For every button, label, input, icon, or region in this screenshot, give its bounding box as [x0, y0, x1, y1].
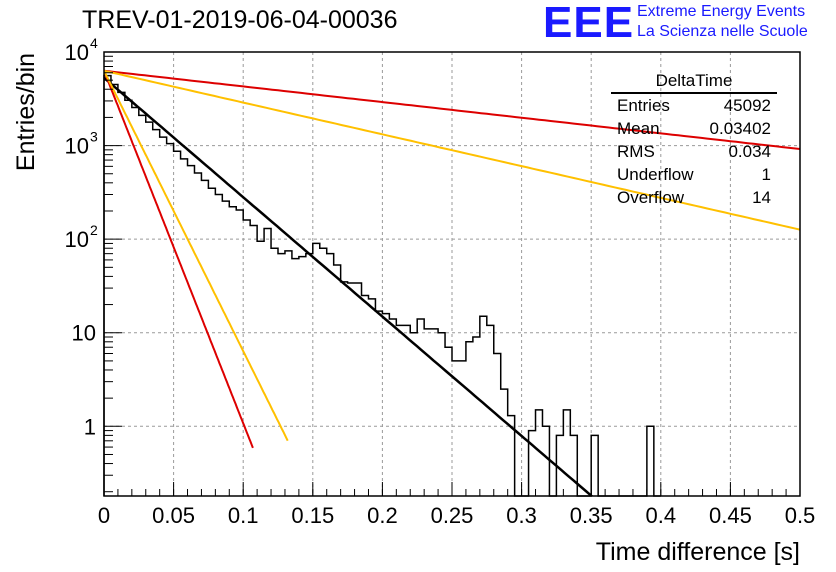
- stats-row-rms: RMS 0.034: [611, 140, 777, 163]
- stats-label: Mean: [617, 119, 660, 138]
- x-axis-label: Time difference [s]: [596, 538, 800, 566]
- x-tick-label: 0: [98, 503, 110, 528]
- fit-curve: [104, 70, 254, 449]
- chart-title: TREV-01-2019-06-04-00036: [82, 6, 398, 34]
- x-tick-label: 0.1: [228, 503, 259, 528]
- fit-curves: [104, 69, 800, 496]
- stats-title: DeltaTime: [611, 70, 777, 94]
- fit-curve: [104, 70, 289, 442]
- x-tick-labels: 0 0.05 0.1 0.15 0.2 0.25 0.3 0.35 0.4 0.45 0.5: [98, 503, 815, 528]
- y-tick-exponent: 2: [90, 222, 98, 238]
- eee-logo: EEE: [543, 0, 635, 47]
- fit-curve: [104, 69, 800, 150]
- stats-box: DeltaTime Entries 45092 Mean 0.03402 RMS…: [611, 70, 777, 209]
- stats-value: 0.03402: [709, 119, 771, 138]
- stats-value: 0.034: [728, 142, 771, 161]
- stats-row-entries: Entries 45092: [611, 94, 777, 117]
- y-tick-label: 10: [65, 227, 89, 252]
- y-tick-label: 10: [72, 321, 96, 346]
- fit-curve: [104, 76, 594, 496]
- x-tick-label: 0.25: [431, 503, 474, 528]
- stats-label: Underflow: [617, 165, 694, 184]
- axis-ticks: [103, 51, 801, 496]
- stats-row-underflow: Underflow 1: [611, 163, 777, 186]
- stats-value: 14: [752, 188, 771, 207]
- y-tick-label: 1: [84, 414, 96, 439]
- x-tick-label: 0.3: [506, 503, 537, 528]
- fit-curve: [104, 69, 800, 231]
- y-tick-exponent: 3: [90, 129, 98, 145]
- y-tick-exponent: 4: [90, 35, 98, 51]
- y-axis-label: Entries/bin: [12, 53, 40, 171]
- stats-label: Overflow: [617, 188, 685, 207]
- stats-value: 45092: [723, 96, 771, 115]
- x-tick-label: 0.45: [709, 503, 752, 528]
- x-tick-label: 0.15: [291, 503, 334, 528]
- x-tick-label: 0.05: [152, 503, 195, 528]
- histogram-outline: [103, 74, 661, 497]
- logo-caption-line2: La Scienza nelle Scuole: [637, 23, 808, 40]
- histogram: [103, 74, 661, 497]
- logo-caption: Extreme Energy Events La Scienza nelle S…: [637, 2, 808, 42]
- y-tick-label: 10: [65, 40, 89, 65]
- x-tick-label: 0.5: [785, 503, 816, 528]
- grid: [104, 52, 800, 496]
- stats-row-mean: Mean 0.03402: [611, 117, 777, 140]
- stats-label: RMS: [617, 142, 655, 161]
- x-tick-label: 0.35: [570, 503, 613, 528]
- stats-label: Entries: [617, 96, 670, 115]
- x-tick-label: 0.2: [367, 503, 398, 528]
- x-tick-label: 0.4: [646, 503, 677, 528]
- logo-caption-line1: Extreme Energy Events: [637, 3, 806, 20]
- stats-row-overflow: Overflow 14: [611, 186, 777, 209]
- y-tick-label: 10: [65, 134, 89, 159]
- stats-value: 1: [761, 165, 771, 184]
